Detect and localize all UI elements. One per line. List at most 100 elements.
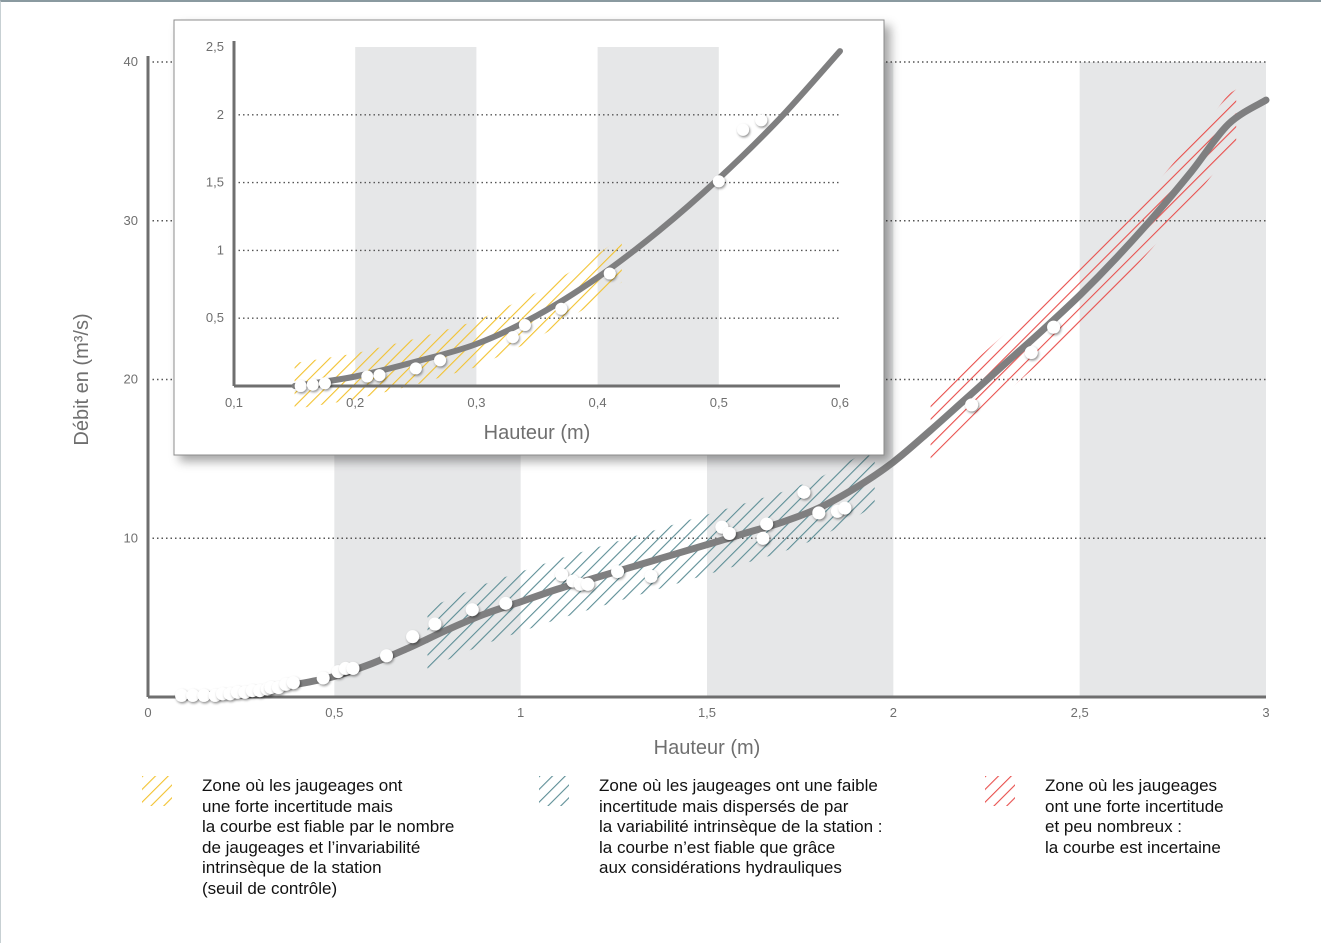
gauging-point [465,603,479,617]
legend-line: la courbe est incertaine [1045,837,1221,857]
gauging-point [306,378,319,391]
legend-item-red: Zone où les jaugeages ont une forte incer… [985,776,1224,858]
legend-swatch-yellow [142,776,172,806]
x-tick-label: 2 [890,705,897,720]
gauging-point [838,501,852,515]
legend-line: (seuil de contrôle) [202,878,338,898]
gauging-point [755,114,768,127]
gauging-point [373,369,386,382]
x-tick-label: 0,5 [325,705,343,720]
legend-line: et peu nombreux : [1045,817,1183,837]
y-tick-label: 0,5 [206,310,224,325]
y-tick-label: 1 [217,242,224,257]
gauging-point [756,531,770,545]
legend-text-red: Zone où les jaugeages ont une forte incer… [1045,776,1224,858]
gauging-point [644,569,658,583]
gauging-point [361,370,374,383]
gauging-point [380,649,394,663]
gauging-point [1047,320,1061,334]
y-tick-label: 2,5 [206,39,224,54]
gauging-point [175,688,189,702]
legend-line: la courbe n’est fiable que grâce [599,837,836,857]
y-tick-label: 20 [124,372,138,387]
gauging-point [555,568,569,582]
gauging-point [611,565,625,579]
gauging-point [409,362,422,375]
gauging-point [812,506,826,520]
inset-chart: 0,1 0,2 0,3 0,4 0,5 0,6 0,5 1 1,5 2 2,5 Hauteur (m) [206,39,849,444]
legend-line: une forte incertitude mais [202,796,393,816]
swatch-hatch [142,776,172,806]
x-tick-label: 0,2 [346,395,364,410]
x-tick-label: 0,3 [467,395,485,410]
inset-chart-panel: 0,1 0,2 0,3 0,4 0,5 0,6 0,5 1 1,5 2 2,5 Hauteur (m) [173,19,885,456]
x-tick-label: 0,1 [225,395,243,410]
legend-line: Zone où les jaugeages [1045,776,1218,795]
legend-line: incertitude mais dispersés de par [599,796,849,816]
legend-swatch-red [985,776,1015,806]
x-tick-label: 0,5 [710,395,728,410]
gauging-point [506,331,519,344]
gauging-point [428,617,442,631]
legend-line: ont une forte incertitude [1045,796,1224,816]
zone-yellow [294,236,622,409]
gauging-point [186,688,200,702]
legend-line: Zone où les jaugeages ont [202,776,403,795]
legend-text-teal: Zone où les jaugeages ont une faible ince… [599,776,883,879]
y-tick-label: 1,5 [206,175,224,190]
gauging-point [712,175,725,188]
legend-line: la variabilité intrinsèque de la station… [599,817,883,837]
legend-text-yellow: Zone où les jaugeages ont une forte incer… [202,776,454,900]
x-tick-label: 0 [144,705,151,720]
legend-line: intrinsèque de la station [202,858,382,878]
zone-teal [427,444,875,670]
x-tick-label: 2,5 [1071,705,1089,720]
x-tick-label: 1 [517,705,524,720]
legend-item-teal: Zone où les jaugeages ont une faible ince… [539,776,883,879]
gauging-point [555,302,568,315]
legend-swatch-teal [539,776,569,806]
legend-line: la courbe est fiable par le nombre [202,817,455,837]
y-tick-label: 40 [124,54,138,69]
x-axis-label: Hauteur (m) [654,737,761,759]
gauging-point [722,526,736,540]
gauging-point [518,318,531,331]
x-tick-label: 1,5 [698,705,716,720]
gauging-point [316,671,330,685]
gauging-point [603,267,616,280]
gauging-point [346,661,360,675]
legend-line: Zone où les jaugeages ont une faible [599,776,878,795]
x-tick-label: 3 [1262,705,1269,720]
rating-curve [181,96,1270,701]
y-tick-label: 30 [124,213,138,228]
swatch-hatch [985,776,1015,806]
y-tick-label: 2 [217,107,224,122]
gauging-point [581,577,595,591]
x-tick-label: 0,6 [831,395,849,410]
gauging-point [1024,346,1038,360]
y-tick-label: 10 [124,530,138,545]
inset-background [173,19,885,456]
zone-red [930,89,1237,461]
legend-line: aux considérations hydrauliques [599,858,842,878]
shaded-band [597,47,719,386]
legend-item-yellow: Zone où les jaugeages ont une forte incer… [142,776,454,900]
legend-line: de jaugeages et l’invariabilité [202,837,421,857]
gauging-point [406,630,420,644]
gauging-point [434,354,447,367]
gauging-point [197,688,211,702]
x-tick-label: 0,4 [589,395,607,410]
gauging-point [965,398,979,412]
gauging-point [797,485,811,499]
gauging-point [286,676,300,690]
gauging-point [294,380,307,392]
gauging-point [499,596,513,610]
gauging-point [760,517,774,531]
y-axis-label: Débit en (m³/s) [71,313,93,445]
rating-curve [291,48,843,389]
x-axis-label: Hauteur (m) [484,422,591,444]
swatch-hatch [539,776,569,806]
gauging-point [318,377,331,390]
